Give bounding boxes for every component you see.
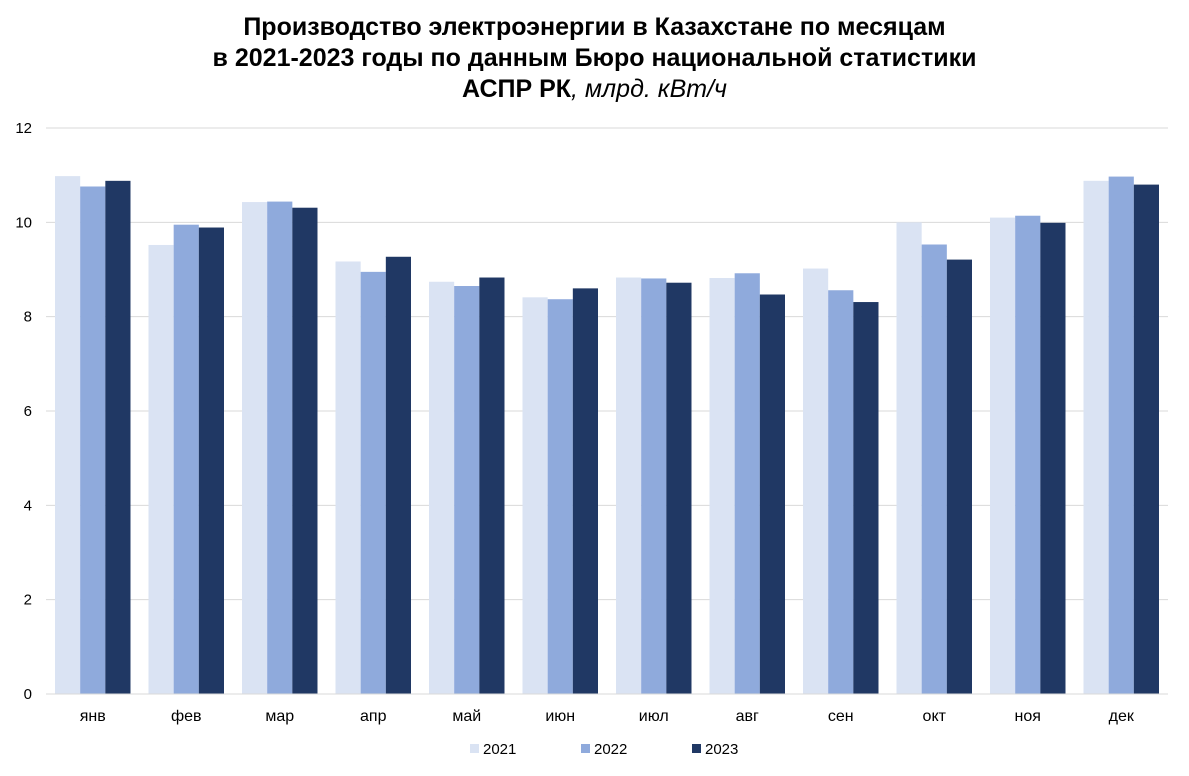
bar-2021-авг [709, 277, 735, 694]
bar-2023-мар [292, 207, 318, 694]
bar-2022-мар [267, 201, 293, 694]
legend-swatch-2021 [470, 744, 479, 753]
bar-2023-окт [946, 259, 972, 694]
legend-swatch-2023 [692, 744, 701, 753]
x-tick-label: сен [828, 708, 854, 725]
bar-2022-май [454, 286, 480, 694]
bar-2023-авг [759, 294, 785, 694]
bar-2022-дек [1108, 176, 1134, 694]
bar-2023-сен [853, 302, 879, 694]
x-tick-label: июл [639, 708, 669, 725]
bar-2022-сен [828, 290, 854, 694]
bar-2023-ноя [1040, 222, 1066, 694]
bar-2021-окт [896, 222, 922, 694]
y-tick-label: 0 [24, 686, 32, 703]
bar-2022-апр [360, 271, 386, 694]
y-tick-label: 8 [24, 309, 32, 326]
x-tick-label: янв [80, 708, 106, 725]
bar-2022-окт [921, 244, 947, 694]
bar-2022-ноя [1015, 215, 1041, 695]
x-tick-label: фев [171, 708, 202, 725]
y-axis-ticks: 0 2 4 6 8 10 12 [15, 120, 32, 703]
y-tick-label: 4 [24, 497, 32, 514]
bar-2021-апр [335, 261, 361, 694]
bar-2021-сен [803, 268, 829, 694]
chart-title-line-1: Производство электроэнергии в Казахстане… [243, 13, 946, 41]
gridlines [46, 127, 1168, 601]
bar-2023-янв [105, 180, 131, 694]
bar-2021-мар [242, 202, 268, 695]
x-tick-label: ноя [1015, 708, 1041, 725]
legend-label-2021: 2021 [483, 741, 516, 758]
x-axis-ticks: янв фев мар апр май июн июл авг сен окт ноя дек [80, 708, 1135, 725]
y-tick-label: 6 [24, 403, 32, 420]
bar-2022-янв [80, 186, 106, 695]
x-tick-label: май [452, 708, 481, 725]
bar-2021-май [429, 281, 455, 694]
bar-2023-июн [572, 288, 598, 694]
bar-2022-июл [641, 278, 667, 694]
bar-2023-июл [666, 282, 692, 694]
x-tick-label: апр [360, 708, 387, 725]
x-tick-label: июн [545, 708, 575, 725]
bar-2021-фев [148, 244, 174, 694]
chart-title: Производство электроэнергии в Казахстане… [0, 12, 1189, 105]
bar-2022-июн [547, 299, 573, 694]
chart-title-unit: , млрд. кВт/ч [571, 75, 727, 103]
y-tick-label: 2 [24, 592, 32, 609]
legend-label-2022: 2022 [594, 741, 627, 758]
chart-title-line-3: АСПР РК, млрд. кВт/ч [0, 74, 1189, 105]
bar-2021-янв [55, 176, 81, 695]
bar-2023-май [479, 277, 505, 694]
legend: 2021 2022 2023 [470, 741, 738, 758]
bar-2022-авг [734, 273, 760, 694]
bar-2022-фев [173, 224, 199, 694]
bar-2023-фев [198, 227, 224, 694]
y-tick-label: 10 [15, 214, 32, 231]
x-tick-label: мар [265, 708, 294, 725]
legend-label-2023: 2023 [705, 741, 738, 758]
chart-title-line-2: в 2021-2023 годы по данным Бюро национал… [212, 44, 977, 72]
bar-2023-дек [1133, 184, 1159, 694]
chart-title-agency: АСПР РК [462, 75, 572, 103]
bar-2023-апр [385, 256, 411, 694]
bar-2021-июл [616, 277, 642, 694]
bar-2021-дек [1083, 180, 1109, 694]
y-tick-label: 12 [15, 120, 32, 137]
x-tick-label: окт [923, 708, 947, 725]
bar-2021-июн [522, 297, 548, 694]
bar-2021-ноя [990, 217, 1016, 694]
bars [55, 176, 1159, 695]
x-tick-label: дек [1109, 708, 1135, 725]
legend-swatch-2022 [581, 744, 590, 753]
x-tick-label: авг [736, 708, 759, 725]
